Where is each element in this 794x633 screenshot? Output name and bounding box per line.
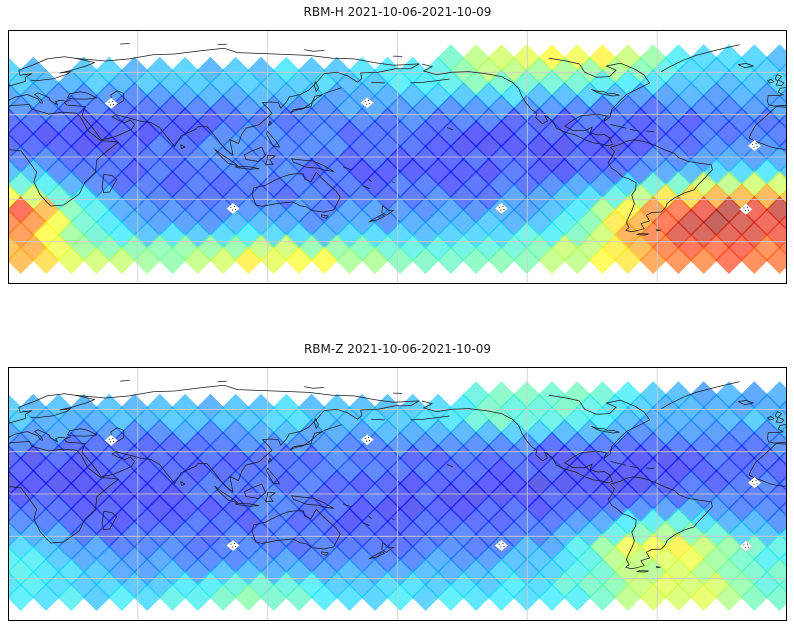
- panel-title-rbm-h: RBM-H 2021-10-06-2021-10-09: [303, 5, 492, 19]
- map-panel-rbm-h: [8, 30, 787, 284]
- plot-border: [8, 367, 787, 621]
- plot-border: [8, 30, 787, 284]
- station-marker-icon: [104, 97, 119, 110]
- station-marker-icon: [104, 434, 119, 447]
- gridlines: [8, 30, 787, 284]
- station-marker-icon: [747, 476, 762, 489]
- station-markers: [104, 96, 762, 216]
- station-marker-icon: [360, 96, 375, 109]
- panel-title-rbm-z: RBM-Z 2021-10-06-2021-10-09: [303, 342, 492, 356]
- station-marker-icon: [739, 540, 753, 553]
- station-marker-icon: [494, 202, 509, 215]
- station-marker-icon: [360, 433, 375, 446]
- map-panel-rbm-z: [8, 367, 787, 621]
- coastline-layer: [8, 380, 787, 573]
- heatmap-layer: [8, 44, 787, 274]
- gridlines: [8, 367, 787, 621]
- station-marker-icon: [739, 203, 753, 216]
- station-markers: [104, 433, 762, 553]
- station-marker-icon: [494, 539, 509, 552]
- coastline-layer: [8, 43, 787, 236]
- station-marker-icon: [226, 202, 240, 215]
- station-marker-icon: [226, 539, 240, 552]
- station-marker-icon: [747, 139, 762, 152]
